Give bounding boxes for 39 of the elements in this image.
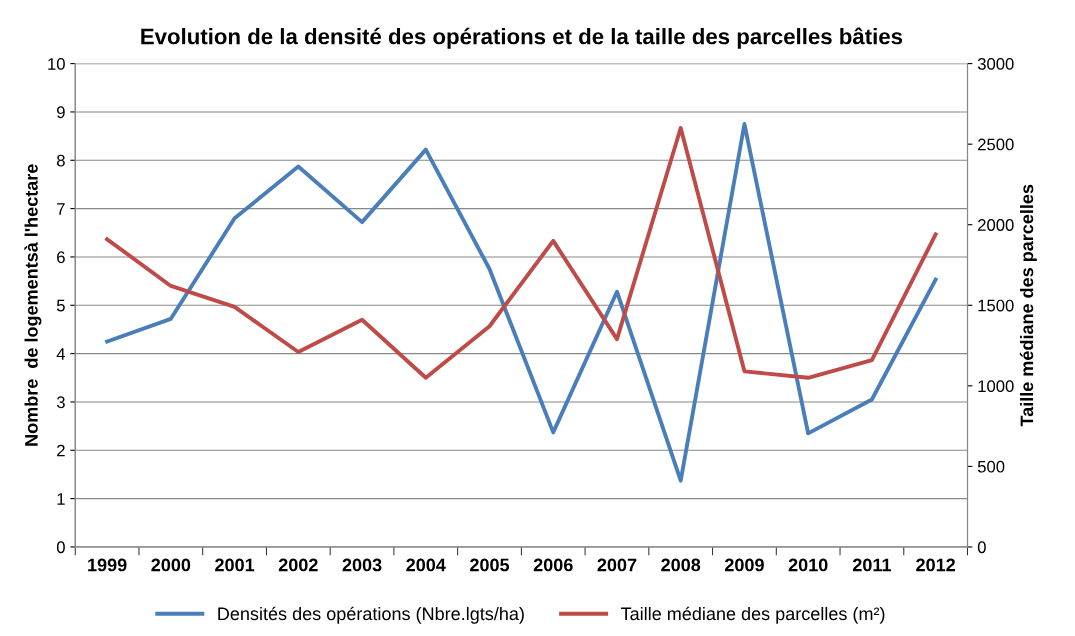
x-tick-label: 2012 [916, 558, 955, 572]
x-tick-label: 2010 [788, 558, 828, 572]
line-series [105, 126, 938, 380]
x-tick-label: 2002 [278, 558, 318, 572]
y-tick-label: 7 [57, 203, 65, 215]
y2-tick-label: 2500 [978, 138, 1014, 151]
chart-title: Evolution de la densité des opérations et de la taille des parcelles bâties [141, 27, 903, 49]
y-tick-label: 0 [56, 541, 65, 554]
y-tick-label: 4 [56, 348, 66, 360]
y2-tick-label: 1500 [978, 299, 1014, 312]
y-tick-label: 10 [48, 58, 65, 70]
legend-label: Taille médiane des parcelles (m²) [621, 606, 885, 624]
y2-tick-label: 3000 [977, 58, 1014, 70]
y2-tick-label: 2000 [978, 219, 1014, 231]
legend-label: Densités des opérations (Nbre.lgts/ha) [218, 606, 524, 624]
y-tick-label: 5 [56, 299, 65, 312]
y2-tick-label: 0 [977, 541, 986, 554]
x-tick-label: 2008 [661, 558, 701, 572]
y-tick-label: 1 [57, 493, 65, 505]
y2-axis-title: Taille médiane des parcelles [1019, 184, 1037, 427]
line-series [105, 122, 938, 483]
y-tick-label: 3 [56, 396, 65, 409]
x-tick-label: 1999 [88, 558, 127, 572]
x-tick-label: 2009 [724, 558, 764, 572]
x-tick-label: 2000 [151, 558, 191, 572]
x-tick-label: 2006 [533, 558, 573, 572]
y-tick-label: 9 [57, 106, 65, 119]
x-tick-label: 2011 [852, 558, 891, 572]
y-tick-label: 2 [57, 444, 65, 457]
x-tick-label: 2005 [470, 558, 510, 572]
y2-tick-label: 1000 [978, 380, 1014, 393]
y-tick-label: 6 [57, 251, 65, 264]
x-tick-label: 2001 [215, 558, 255, 572]
y-axis-title: Nombre de logementsà l'hectare [24, 164, 42, 446]
x-tick-label: 2007 [597, 558, 637, 572]
x-tick-label: 2003 [342, 558, 382, 572]
y2-tick-label: 500 [977, 460, 1005, 473]
x-tick-label: 2004 [406, 558, 446, 572]
y-tick-label: 8 [56, 154, 65, 167]
